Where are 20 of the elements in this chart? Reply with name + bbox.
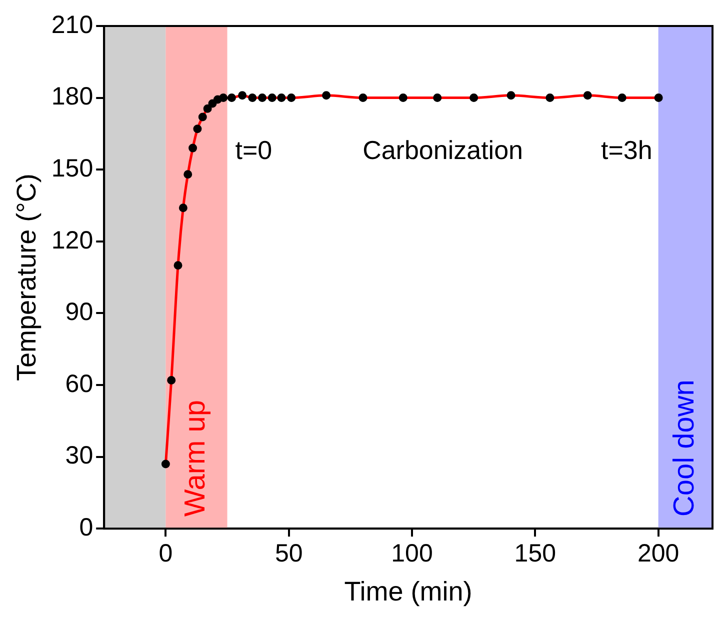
y-axis-title: Temperature (°C) (12, 174, 42, 381)
y-tick-label: 150 (51, 154, 94, 182)
y-tick-label: 180 (51, 82, 94, 111)
y-tick-label: 90 (65, 298, 94, 326)
x-tick-label: 150 (514, 539, 556, 568)
y-tick-label: 60 (65, 370, 94, 398)
band-label: Warm up (179, 400, 212, 517)
y-tick-label: 0 (79, 513, 94, 542)
x-axis-title: Time (min) (344, 576, 472, 606)
x-tick-label: 200 (637, 539, 680, 568)
annotation: t=3h (600, 134, 652, 165)
x-tick-label: 100 (391, 539, 433, 568)
y-tick-label: 120 (51, 226, 94, 254)
band-label: Cool down (668, 380, 700, 517)
y-tick-label: 210 (51, 10, 94, 39)
annotation: Carbonization (362, 134, 524, 165)
x-tick-label: 0 (158, 539, 173, 568)
annotation: t=0 (235, 134, 272, 165)
y-tick-label: 30 (65, 442, 94, 470)
x-tick-label: 50 (274, 539, 303, 568)
